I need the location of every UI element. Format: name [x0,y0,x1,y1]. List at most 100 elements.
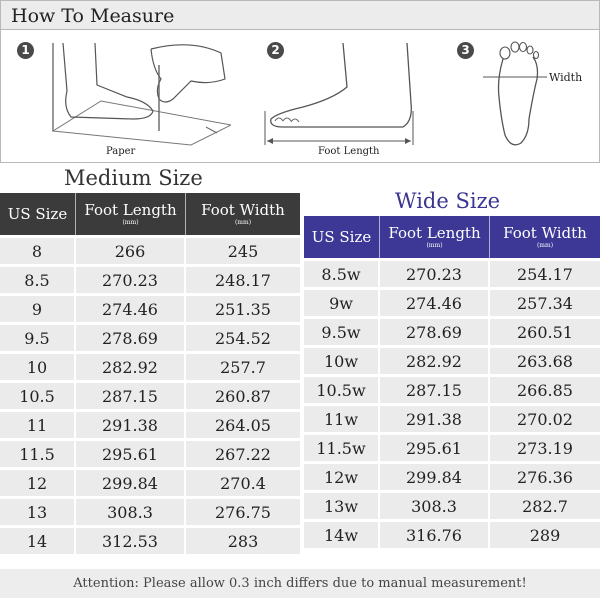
table-row: 11 291.38 264.05 [0,412,300,438]
table-row: 11w 291.38 270.02 [304,406,600,432]
wide-header-row: US Size Foot Length (mm) Foot Width (mm) [304,216,600,258]
step-2-foot-side-illustration [264,42,414,145]
us-size-cell: 10.5 [0,383,76,409]
us-size-cell: 9.5 [0,325,76,351]
us-size-cell: 8 [0,238,76,264]
foot-length-cell: 270.23 [76,267,186,293]
attention-note: Attention: Please allow 0.3 inch differs… [0,569,600,598]
table-row: 13w 308.3 282.7 [304,493,600,519]
foot-length-cell: 291.38 [76,412,186,438]
how-to-measure-header: How To Measure [1,1,599,30]
how-to-measure-title: How To Measure [11,5,175,27]
foot-length-cell: 295.61 [76,441,186,467]
header-foot-length-label: Foot Length [84,200,177,219]
table-row: 14w 316.76 289 [304,522,600,548]
foot-width-cell: 266.85 [490,377,600,403]
header-foot-width: Foot Width (mm) [490,216,600,258]
table-row: 10.5w 287.15 266.85 [304,377,600,403]
table-row: 9w 274.46 257.34 [304,290,600,316]
foot-width-cell: 273.19 [490,435,600,461]
foot-length-cell: 282.92 [380,348,490,374]
table-row: 9.5w 278.69 260.51 [304,319,600,345]
foot-length-cell: 270.23 [380,261,490,287]
header-foot-width-label: Foot Width [201,200,285,219]
us-size-cell: 13w [304,493,380,519]
table-row: 14 312.53 283 [0,528,300,554]
foot-width-cell: 260.87 [186,383,300,409]
foot-width-cell: 282.7 [490,493,600,519]
us-size-cell: 8.5w [304,261,380,287]
table-row: 9 274.46 251.35 [0,296,300,322]
table-row: 11.5 295.61 267.22 [0,441,300,467]
us-size-cell: 14 [0,528,76,554]
header-foot-length: Foot Length (mm) [380,216,490,258]
us-size-cell: 11.5 [0,441,76,467]
foot-width-cell: 248.17 [186,267,300,293]
foot-length-cell: 274.46 [380,290,490,316]
header-us-size-label: US Size [311,228,372,246]
header-foot-length-label: Foot Length [388,223,481,242]
us-size-cell: 12w [304,464,380,490]
table-row: 11.5w 295.61 273.19 [304,435,600,461]
us-size-cell: 11 [0,412,76,438]
step-2-badge: 2 [267,42,284,59]
table-row: 8.5w 270.23 254.17 [304,261,600,287]
table-row: 12 299.84 270.4 [0,470,300,496]
table-row: 8.5 270.23 248.17 [0,267,300,293]
foot-width-cell: 254.52 [186,325,300,351]
step-1-badge: 1 [17,42,34,59]
foot-width-cell: 276.36 [490,464,600,490]
header-foot-width-unit: (mm) [234,218,252,226]
foot-length-cell: 308.3 [380,493,490,519]
foot-width-cell: 283 [186,528,300,554]
foot-width-cell: 245 [186,238,300,264]
table-row: 13 308.3 276.75 [0,499,300,525]
us-size-cell: 10w [304,348,380,374]
header-foot-width: Foot Width (mm) [186,193,300,235]
table-row: 8 266 245 [0,238,300,264]
foot-width-cell: 289 [490,522,600,548]
us-size-cell: 10.5w [304,377,380,403]
step-1-foot-on-paper-illustration [51,42,231,146]
foot-length-cell: 299.84 [76,470,186,496]
foot-length-cell: 274.46 [76,296,186,322]
foot-width-cell: 270.4 [186,470,300,496]
wide-size-table: US Size Foot Length (mm) Foot Width (mm)… [304,213,600,551]
header-foot-width-unit: (mm) [536,241,554,249]
width-caption: Width [549,71,583,84]
us-size-cell: 13 [0,499,76,525]
foot-width-cell: 276.75 [186,499,300,525]
header-us-size: US Size [0,193,76,235]
paper-caption: Paper [106,146,136,157]
foot-width-cell: 260.51 [490,319,600,345]
header-foot-width-label: Foot Width [503,223,587,242]
us-size-cell: 8.5 [0,267,76,293]
foot-length-cell: 278.69 [76,325,186,351]
foot-length-caption: Foot Length [318,146,380,157]
table-row: 12w 299.84 276.36 [304,464,600,490]
foot-length-cell: 308.3 [76,499,186,525]
wide-size-title: Wide Size [395,189,501,213]
table-row: 10.5 287.15 260.87 [0,383,300,409]
us-size-cell: 9 [0,296,76,322]
foot-width-cell: 254.17 [490,261,600,287]
foot-length-cell: 282.92 [76,354,186,380]
how-to-measure-panel: How To Measure 1 Paper 2 Foot Length 3 [0,0,600,163]
foot-width-cell: 263.68 [490,348,600,374]
foot-length-cell: 266 [76,238,186,264]
us-size-cell: 12 [0,470,76,496]
foot-width-cell: 267.22 [186,441,300,467]
us-size-cell: 14w [304,522,380,548]
foot-width-cell: 251.35 [186,296,300,322]
medium-header-row: US Size Foot Length (mm) Foot Width (mm) [0,193,300,235]
foot-length-cell: 299.84 [380,464,490,490]
us-size-cell: 11.5w [304,435,380,461]
table-row: 10w 282.92 263.68 [304,348,600,374]
step-3-foot-top-illustration [483,41,547,146]
foot-width-cell: 257.34 [490,290,600,316]
foot-length-cell: 295.61 [380,435,490,461]
us-size-cell: 9.5w [304,319,380,345]
step-3-badge: 3 [457,42,474,59]
foot-length-cell: 316.76 [380,522,490,548]
table-row: 10 282.92 257.7 [0,354,300,380]
